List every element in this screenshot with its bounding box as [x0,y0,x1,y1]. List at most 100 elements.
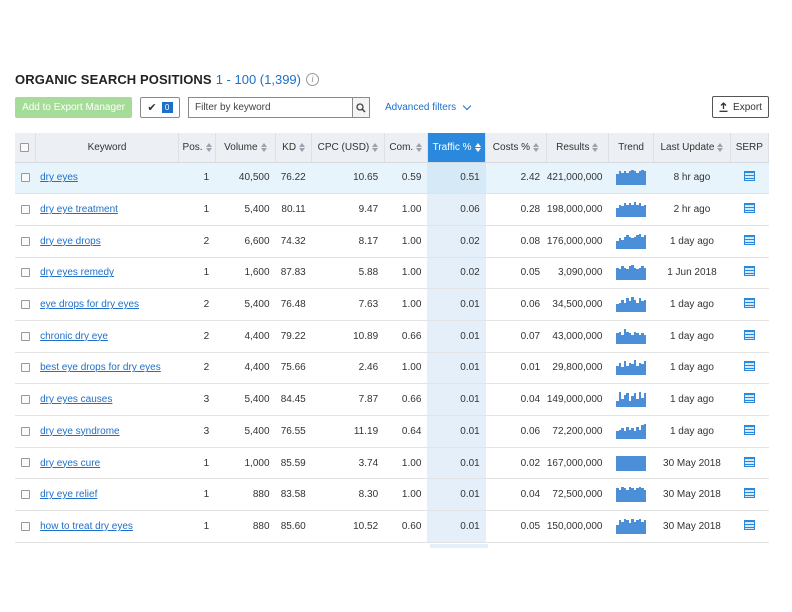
trend-bar [621,399,624,408]
serp-page-icon[interactable] [743,424,755,435]
serp-page-icon[interactable] [743,519,755,530]
trend-bar [643,455,647,471]
results-cell: 3,090,000 [546,257,609,290]
pos-cell: 1 [178,510,216,543]
trend-bar [616,332,619,344]
keyword-link[interactable]: best eye drops for dry eyes [40,362,161,374]
col-last-update[interactable]: Last Update [653,133,731,163]
trend-bar [626,490,629,503]
row-checkbox[interactable] [20,521,30,531]
col-traffic[interactable]: Traffic % [427,133,487,163]
select-all-checkbox[interactable] [20,142,30,152]
row-checkbox[interactable] [20,331,30,341]
row-checkbox[interactable] [20,363,30,373]
keyword-link[interactable]: how to treat dry eyes [40,520,133,532]
sort-icon [260,142,267,152]
info-icon[interactable]: i [305,72,319,86]
trend-bar [641,398,644,408]
keyword-link[interactable]: dry eyes [40,172,78,184]
keyword-link[interactable]: dry eyes remedy [40,267,115,279]
serp-page-icon[interactable] [743,393,755,404]
filter-keyword-input[interactable] [188,97,352,118]
sort-icon [372,142,379,152]
keyword-link[interactable]: dry eye syndrome [40,425,120,437]
trend-bar [638,487,642,503]
keyword-cell: dry eye treatment [35,193,179,226]
trend-sparkline [616,392,647,408]
trend-bar [616,268,619,281]
serp-page-icon[interactable] [743,266,755,277]
advanced-filters-toggle[interactable]: Advanced filters [385,97,472,118]
selection-checkbox-dropdown[interactable]: ✔ 0 [140,97,180,118]
serp-page-icon[interactable] [743,298,755,309]
add-to-export-manager-button[interactable]: Add to Export Manager [15,97,132,118]
serp-page-icon[interactable] [743,203,755,214]
keyword-cell: eye drops for dry eyes [35,288,179,321]
trend-sparkline [616,297,647,313]
serp-page-icon[interactable] [743,171,755,182]
col-results[interactable]: Results [546,133,609,163]
keyword-link[interactable]: dry eye drops [40,235,101,247]
export-button[interactable]: Export [712,96,769,118]
serp-cell [730,320,769,353]
keyword-cell: how to treat dry eyes [35,510,179,543]
trend-bar [638,334,642,344]
col-cpc[interactable]: CPC (USD) [311,133,385,163]
keyword-cell: dry eyes causes [35,383,179,416]
keyword-link[interactable]: dry eye treatment [40,204,118,216]
keyword-link[interactable]: dry eyes causes [40,394,113,406]
row-select-cell [15,415,36,448]
kd-cell: 76.22 [275,162,312,195]
row-checkbox[interactable] [20,458,30,468]
trend-bar [631,427,634,439]
cpc-cell: 5.88 [311,257,385,290]
row-checkbox[interactable] [20,490,30,500]
row-checkbox[interactable] [20,173,30,183]
serp-page-icon[interactable] [743,488,755,499]
costs-cell: 0.05 [485,510,547,543]
results-cell: 150,000,000 [546,510,609,543]
cpc-cell: 8.17 [311,225,385,258]
col-kd[interactable]: KD [275,133,313,163]
row-checkbox[interactable] [20,268,30,278]
col-costs[interactable]: Costs % [485,133,547,163]
result-range: 1 - 100 (1,399) [215,71,301,87]
row-checkbox[interactable] [20,236,30,246]
keyword-link[interactable]: eye drops for dry eyes [40,299,140,311]
row-checkbox[interactable] [20,204,30,214]
row-checkbox[interactable] [20,299,30,309]
com-cell: 0.60 [384,510,428,543]
last-update-cell: 1 day ago [653,352,731,385]
serp-page-icon[interactable] [743,456,755,467]
costs-cell: 0.01 [485,352,547,385]
col-volume[interactable]: Volume [215,133,277,163]
row-checkbox[interactable] [20,426,30,436]
trend-bar [621,173,624,186]
trend-bar [628,203,632,218]
traffic-cell: 0.01 [427,510,486,543]
cpc-cell: 2.46 [311,352,385,385]
trend-bar [616,401,619,408]
last-update-cell: 30 May 2018 [653,447,731,480]
col-pos[interactable]: Pos. [178,133,216,163]
serp-page-icon[interactable] [743,329,755,340]
keyword-link[interactable]: dry eyes cure [40,457,101,469]
keyword-link[interactable]: chronic dry eye [40,330,108,342]
trend-bar [618,429,622,439]
col-keyword: Keyword [35,133,180,163]
serp-page-icon[interactable] [743,361,755,372]
sort-icon [416,142,423,152]
trend-bar [628,401,632,408]
serp-page-icon[interactable] [743,234,755,245]
search-button[interactable] [352,97,370,118]
keyword-cell: dry eye drops [35,225,179,258]
col-com[interactable]: Com. [384,133,428,163]
trend-bar [643,490,647,503]
keyword-link[interactable]: dry eye relief [40,489,98,501]
row-checkbox[interactable] [20,395,30,405]
trend-bar [638,171,642,186]
trend-bar [616,240,619,249]
table-row: eye drops for dry eyes 2 5,400 76.48 7.63 1.0… [15,288,769,321]
table-row: dry eye treatment 1 5,400 80.11 9.47 1.00 0.06… [15,193,769,226]
cpc-cell: 8.30 [311,478,385,512]
